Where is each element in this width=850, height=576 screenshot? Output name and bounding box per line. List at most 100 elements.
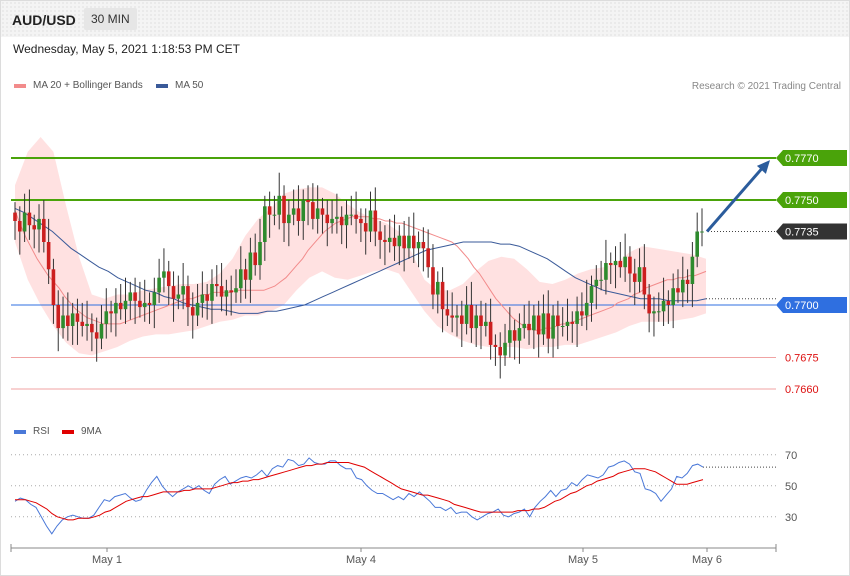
candle-body — [455, 315, 459, 318]
candle-body — [234, 288, 238, 293]
candle — [42, 200, 46, 253]
candle — [623, 233, 627, 282]
candle — [118, 284, 123, 320]
candle — [469, 281, 474, 343]
candle-body — [599, 279, 603, 281]
candle — [147, 292, 152, 324]
candle — [695, 212, 699, 268]
candle — [474, 305, 479, 347]
candle — [560, 307, 565, 337]
candle — [229, 275, 233, 316]
legend-ma50: MA 50 — [156, 80, 203, 91]
candle-body — [488, 321, 493, 345]
candle-body — [147, 302, 152, 305]
candle — [330, 200, 334, 234]
candle-body — [421, 242, 426, 249]
timestamp-label: Wednesday, May 5, 2021 1:18:53 PM CET — [13, 42, 241, 56]
ma20-swatch — [14, 83, 26, 88]
candle-body — [66, 315, 70, 326]
candle-body — [133, 292, 137, 301]
candle-body — [642, 267, 647, 295]
candle — [541, 294, 546, 345]
candle — [133, 277, 137, 324]
candle-body — [56, 305, 61, 329]
candle — [123, 277, 128, 324]
candle — [354, 191, 358, 234]
price-tag-label-3: 0.7700 — [785, 300, 819, 312]
candle-body — [632, 273, 637, 282]
candle-body — [445, 309, 450, 316]
candle — [450, 292, 454, 333]
candle — [22, 193, 27, 242]
candle — [37, 204, 41, 253]
candle-body — [397, 235, 402, 247]
candle-body — [402, 235, 406, 249]
candle-body — [301, 200, 306, 221]
candle-body — [181, 286, 185, 295]
candle-body — [387, 237, 392, 242]
candle-body — [205, 294, 209, 301]
candle — [109, 300, 113, 333]
candle — [484, 302, 488, 337]
candle-body — [508, 330, 512, 343]
candle-body — [99, 323, 104, 339]
candle — [157, 258, 161, 303]
legend-ma20: MA 20 + Bollinger Bands — [14, 80, 143, 91]
candle-body — [450, 315, 454, 318]
candle-body — [517, 328, 522, 341]
candle-body — [536, 315, 541, 335]
candle-body — [373, 210, 378, 232]
candle-body — [306, 200, 310, 203]
legend-rsi: RSI — [14, 426, 50, 437]
price-level-label-5: 0.7660 — [785, 384, 819, 396]
x-tick-label-2: May 5 — [568, 554, 598, 566]
candle — [464, 286, 469, 335]
candle — [320, 197, 325, 234]
candle — [652, 296, 656, 337]
candle — [604, 239, 608, 295]
candle-body — [267, 206, 272, 215]
candle — [253, 233, 258, 276]
candle — [214, 265, 219, 297]
candle-body — [142, 302, 147, 308]
candle — [421, 227, 426, 272]
candle — [85, 300, 89, 341]
candle-body — [676, 288, 680, 293]
candle-body — [613, 260, 618, 266]
candle-body — [339, 216, 344, 226]
candle — [536, 300, 541, 358]
candle-body — [560, 326, 565, 327]
rsi-ma-legend-label: 9MA — [81, 426, 102, 437]
candle — [219, 263, 224, 312]
candle — [407, 216, 411, 259]
candle — [383, 225, 387, 266]
candle-body — [556, 315, 560, 326]
candle-body — [498, 347, 503, 356]
ma20-legend-label: MA 20 + Bollinger Bands — [33, 80, 143, 91]
candle-body — [13, 212, 17, 221]
candle — [532, 305, 536, 350]
candle-body — [584, 302, 589, 316]
candle-body — [503, 342, 507, 356]
candle — [402, 221, 406, 272]
candle — [99, 305, 104, 350]
candle — [66, 292, 70, 341]
candle-body — [75, 313, 80, 322]
candle-body — [474, 315, 479, 329]
candle — [90, 313, 94, 352]
candle-body — [258, 242, 262, 266]
candle-body — [551, 315, 555, 339]
candle-body — [546, 313, 551, 339]
candle — [517, 313, 522, 364]
candle — [258, 218, 262, 280]
candle-body — [435, 281, 440, 295]
candle-body — [440, 281, 445, 310]
candle — [440, 267, 445, 333]
candle-body — [680, 279, 685, 293]
candle-body — [469, 305, 474, 329]
candle — [584, 279, 589, 331]
candle — [508, 307, 512, 358]
timeframe-badge[interactable]: 30 MIN — [84, 8, 137, 30]
rsi-tick-label-2: 70 — [785, 450, 797, 462]
